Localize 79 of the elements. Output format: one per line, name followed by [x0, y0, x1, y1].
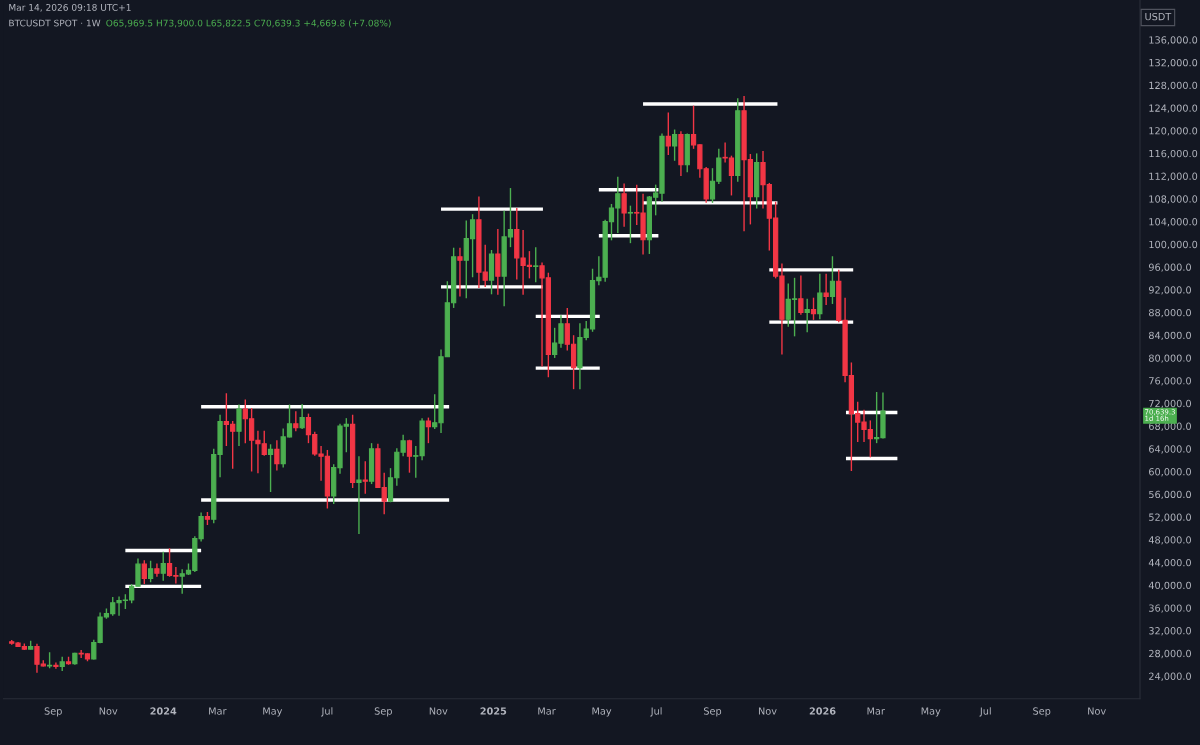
y-tick-label: 124,000.0	[1149, 104, 1198, 113]
y-tick-label: 116,000.0	[1149, 149, 1198, 159]
candlestick	[671, 128, 678, 162]
x-tick-label: Sep	[374, 707, 392, 717]
candlestick	[425, 416, 432, 444]
candlestick	[457, 247, 463, 298]
y-tick-label: 24,000.0	[1149, 672, 1191, 681]
candlestick	[147, 560, 154, 584]
candlestick	[267, 443, 274, 493]
candlestick	[406, 439, 413, 474]
x-tick-label: Nov	[429, 707, 448, 715]
x-tick-label: Sep	[44, 707, 62, 717]
x-tick-label: 2026	[809, 707, 836, 715]
candlestick	[495, 228, 501, 296]
x-tick-label: Sep	[1033, 707, 1051, 717]
candlestick	[53, 661, 59, 670]
y-tick-label: 132,000.0	[1149, 58, 1198, 68]
candlestick	[141, 559, 147, 585]
y-tick-label: 96,000.0	[1148, 263, 1191, 272]
y-tick-label: 108,000.0	[1149, 195, 1198, 204]
x-tick-label: May	[263, 707, 283, 717]
y-tick-label: 84,000.0	[1148, 331, 1191, 341]
candlestick	[823, 273, 829, 306]
candlestick	[829, 255, 836, 305]
x-tick-label: Mar	[867, 707, 885, 715]
candlestick	[810, 297, 817, 321]
y-tick-label: 92,000.0	[1148, 286, 1191, 295]
y-tick-label: 136,000.0	[1149, 36, 1198, 45]
y-tick-label: 32,000.0	[1149, 627, 1191, 636]
y-tick-label: 60,000.0	[1149, 468, 1191, 477]
x-tick-label: Mar	[209, 707, 227, 715]
y-tick-label: 120,000.0	[1149, 127, 1198, 136]
candlestick	[804, 298, 810, 334]
x-tick-label: Jul	[979, 707, 991, 717]
y-tick-label: 72,000.0	[1149, 399, 1191, 409]
y-tick-label: 64,000.0	[1149, 445, 1191, 454]
candlestick	[293, 410, 299, 432]
y-tick-label: 128,000.0	[1149, 81, 1198, 91]
candlestick	[274, 439, 280, 472]
y-tick-label: 76,000.0	[1149, 377, 1191, 386]
x-tick-label: May	[921, 707, 941, 717]
candlestick	[362, 460, 368, 495]
y-tick-label: 52,000.0	[1149, 513, 1191, 522]
y-tick-label: 56,000.0	[1149, 490, 1191, 500]
text: BTCUSDT SPOT · 1W	[9, 19, 101, 27]
y-tick-label: 100,000.0	[1149, 240, 1198, 250]
x-tick-label: Nov	[758, 707, 777, 715]
x-tick-label: May	[592, 707, 612, 717]
x-tick-label: Mar	[538, 707, 556, 715]
y-tick-label: 112,000.0	[1149, 172, 1198, 181]
x-tick-label: Nov	[1088, 707, 1106, 715]
candlestick	[798, 274, 804, 316]
candlestick	[627, 204, 634, 244]
text: O65,969.5 H73,900.0 L65,822.5 C70,639.3 +4,669.8 (+7.08%)	[106, 19, 391, 28]
x-tick-label: 2024	[150, 707, 177, 715]
candlestick	[621, 182, 627, 228]
x-tick-label: Jul	[650, 707, 662, 717]
x-tick-label: Jul	[321, 707, 333, 717]
y-tick-label: 28,000.0	[1149, 649, 1191, 659]
y-tick-label: 36,000.0	[1149, 604, 1191, 613]
y-tick-label: 44,000.0	[1148, 558, 1191, 568]
x-tick-label: 2025	[480, 707, 507, 715]
y-tick-label: 40,000.0	[1148, 581, 1191, 591]
y-tick-label: 68,000.0	[1149, 422, 1191, 431]
y-tick-label: 104,000.0	[1149, 218, 1198, 227]
x-tick-label: Sep	[703, 707, 722, 717]
y-tick-label: 88,000.0	[1148, 308, 1191, 318]
y-tick-label: 48,000.0	[1148, 536, 1191, 545]
candlestick	[817, 273, 823, 320]
candlestick	[160, 550, 166, 582]
candlestick	[356, 455, 362, 535]
y-tick-label: 80,000.0	[1148, 354, 1191, 363]
candlestick	[665, 111, 671, 156]
x-tick-label: Nov	[99, 707, 118, 715]
candlestick	[236, 403, 242, 447]
candlestick	[299, 403, 305, 430]
y-axis-title: USDT	[1145, 12, 1172, 21]
candlestick	[533, 246, 539, 284]
annotation: Mar 14, 2026 09:18 UTC+1	[9, 3, 131, 12]
